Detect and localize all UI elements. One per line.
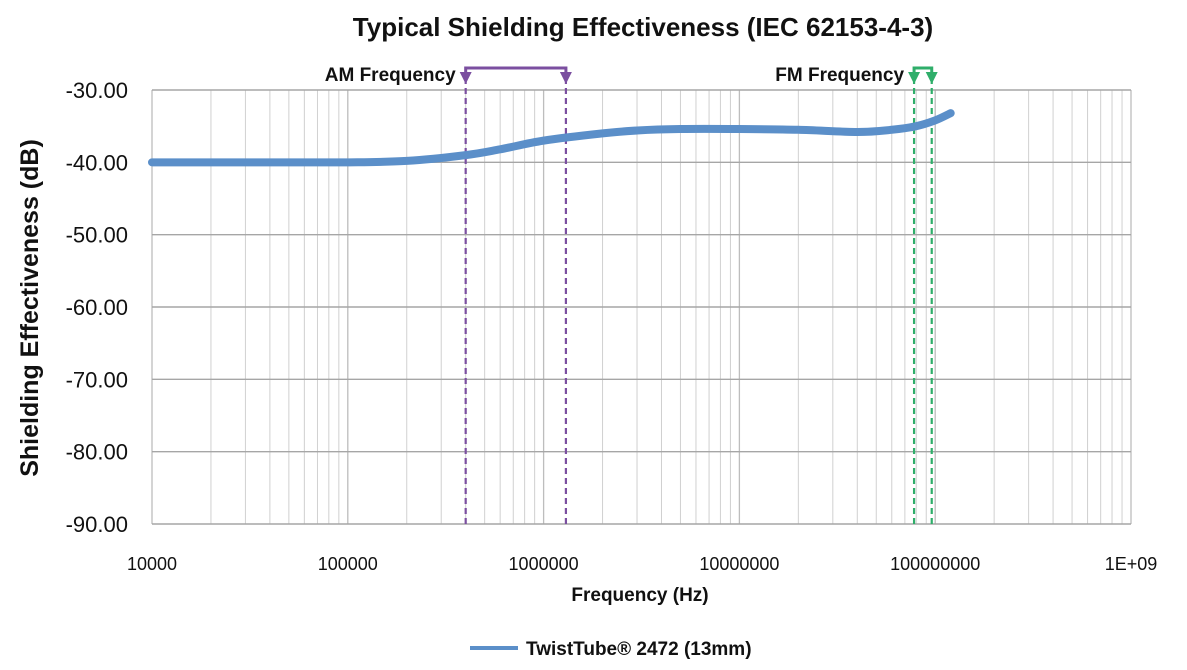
- legend: TwistTube® 2472 (13mm): [470, 639, 752, 660]
- legend-label: TwistTube® 2472 (13mm): [526, 639, 752, 660]
- y-tick-label: -50.00: [66, 223, 128, 248]
- band-arrow: [925, 72, 938, 84]
- x-axis-ticks: 10000 100000 1000000 10000000 100000000 1E+09: [127, 554, 1157, 574]
- band-label: AM Frequency: [325, 65, 456, 86]
- y-tick-label: -70.00: [66, 367, 128, 392]
- band-label: FM Frequency: [775, 65, 904, 86]
- series-line: [148, 109, 955, 167]
- x-tick-label: 10000000: [699, 554, 779, 574]
- band-arrow: [459, 72, 472, 84]
- band-arrow: [559, 72, 572, 84]
- y-tick-label: -80.00: [66, 440, 128, 465]
- annotations: AM Frequency FM Frequency: [325, 65, 938, 524]
- series-layer: [148, 109, 955, 167]
- y-tick-label: -30.00: [66, 78, 128, 103]
- grid: [151, 89, 1132, 525]
- y-tick-label: -90.00: [66, 512, 128, 537]
- band-bracket: [912, 66, 934, 74]
- x-tick-label: 100000: [318, 554, 378, 574]
- y-tick-label: -60.00: [66, 295, 128, 320]
- x-tick-label: 1000000: [509, 554, 579, 574]
- x-tick-label: 100000000: [890, 554, 980, 574]
- chart-title: Typical Shielding Effectiveness (IEC 621…: [353, 12, 933, 42]
- y-axis-label: Shielding Effectiveness (dB): [16, 139, 44, 477]
- x-axis-label: Frequency (Hz): [571, 585, 708, 606]
- y-tick-label: -40.00: [66, 150, 128, 175]
- x-tick-label: 10000: [127, 554, 177, 574]
- band-arrow: [908, 72, 921, 84]
- y-axis-ticks: -30.00 -40.00 -50.00 -60.00 -70.00 -80.00 -90.…: [66, 78, 128, 537]
- band-bracket: [464, 66, 568, 74]
- x-tick-label: 1E+09: [1105, 554, 1158, 574]
